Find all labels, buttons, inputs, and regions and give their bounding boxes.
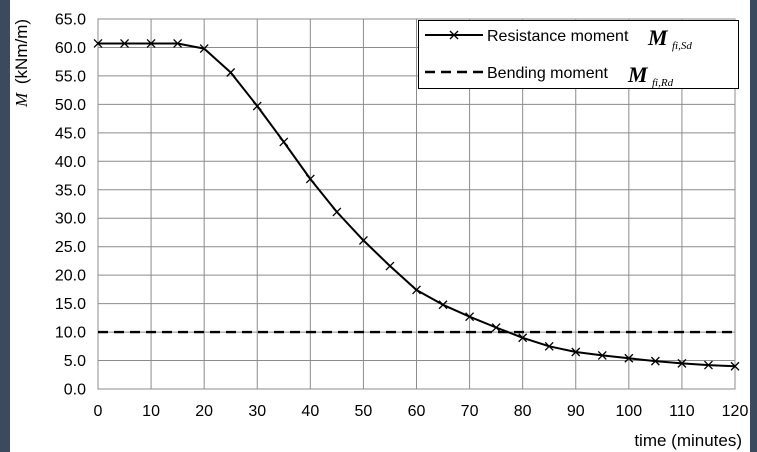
legend: Resistance moment M fi,Sd Bending moment… (418, 20, 739, 89)
legend-symbol-resistance-moment: M (647, 25, 669, 50)
data-point-marker (544, 341, 554, 351)
data-point-marker (385, 261, 395, 271)
y-tick-label: 55.0 (55, 68, 86, 85)
data-point-marker (305, 174, 315, 184)
data-point-marker (412, 285, 421, 295)
legend-marker-x-icon (449, 30, 459, 40)
y-tick-label: 10.0 (55, 325, 86, 342)
data-point-marker (677, 358, 687, 368)
legend-box (418, 20, 739, 89)
legend-subscript-bending-moment: fi,Rd (652, 77, 674, 89)
data-point-marker (703, 360, 713, 370)
x-tick-label: 50 (355, 403, 373, 420)
x-tick-label: 110 (669, 403, 695, 420)
x-tick-label: 70 (461, 403, 479, 420)
y-axis-unit: (kNm/m) (12, 19, 31, 84)
data-point-marker (332, 207, 342, 217)
data-point-marker (571, 347, 581, 357)
tick-labels: 0.0 5.0 10.0 15.0 20.0 25.0 30.0 35.0 40.0 45.0 50… (55, 12, 749, 421)
data-point-marker (491, 323, 501, 332)
y-tick-label: 0.0 (64, 382, 86, 399)
data-point-marker (252, 101, 262, 111)
data-point-marker (146, 39, 156, 48)
y-tick-label: 40.0 (55, 154, 86, 171)
y-axis-symbol: M (12, 92, 31, 108)
data-point-marker (650, 356, 660, 366)
y-tick-label: 65.0 (55, 12, 86, 29)
data-point-marker (518, 333, 528, 343)
legend-subscript-resistance-moment: fi,Sd (672, 40, 692, 52)
x-tick-label: 80 (514, 403, 532, 420)
data-point-marker (465, 312, 475, 322)
data-point-marker (199, 44, 209, 54)
data-point-marker (438, 300, 448, 310)
x-tick-label: 30 (248, 403, 266, 420)
plot-border (97, 18, 736, 390)
y-tick-label: 30.0 (55, 211, 86, 228)
plot-area: 0.0 5.0 10.0 15.0 20.0 25.0 30.0 35.0 40.0 45.0 50… (55, 12, 749, 421)
y-tick-label: 45.0 (55, 125, 86, 142)
data-point-marker (597, 350, 607, 360)
x-tick-label: 40 (301, 403, 319, 420)
x-tick-label: 100 (615, 403, 642, 420)
data-point-marker (120, 39, 130, 48)
series-resistance-moment (93, 39, 740, 371)
y-tick-label: 25.0 (55, 239, 86, 256)
y-tick-label: 50.0 (55, 97, 86, 114)
y-axis-label: M (kNm/m) (12, 19, 31, 108)
y-tick-label: 60.0 (55, 40, 86, 57)
data-point-marker (93, 39, 103, 48)
legend-symbol-bending-moment: M (627, 62, 649, 87)
y-tick-label: 15.0 (55, 296, 86, 313)
y-tick-label: 20.0 (55, 268, 86, 285)
data-point-marker (173, 39, 183, 48)
y-tick-label: 5.0 (64, 353, 86, 370)
data-point-marker (279, 137, 289, 147)
x-tick-label: 90 (567, 403, 585, 420)
data-point-marker (226, 68, 236, 77)
data-point-marker (624, 353, 634, 363)
legend-label-resistance-moment: Resistance moment (487, 28, 629, 45)
data-point-marker (358, 235, 368, 245)
x-tick-label: 0 (94, 403, 103, 420)
x-tick-label: 60 (408, 403, 426, 420)
x-tick-label: 10 (142, 403, 160, 420)
x-tick-label: 120 (722, 403, 749, 420)
legend-label-bending-moment: Bending moment (487, 65, 609, 82)
x-tick-label: 20 (195, 403, 213, 420)
x-axis-label: time (minutes) (634, 431, 742, 450)
y-tick-label: 35.0 (55, 182, 86, 199)
data-point-marker (730, 361, 740, 371)
